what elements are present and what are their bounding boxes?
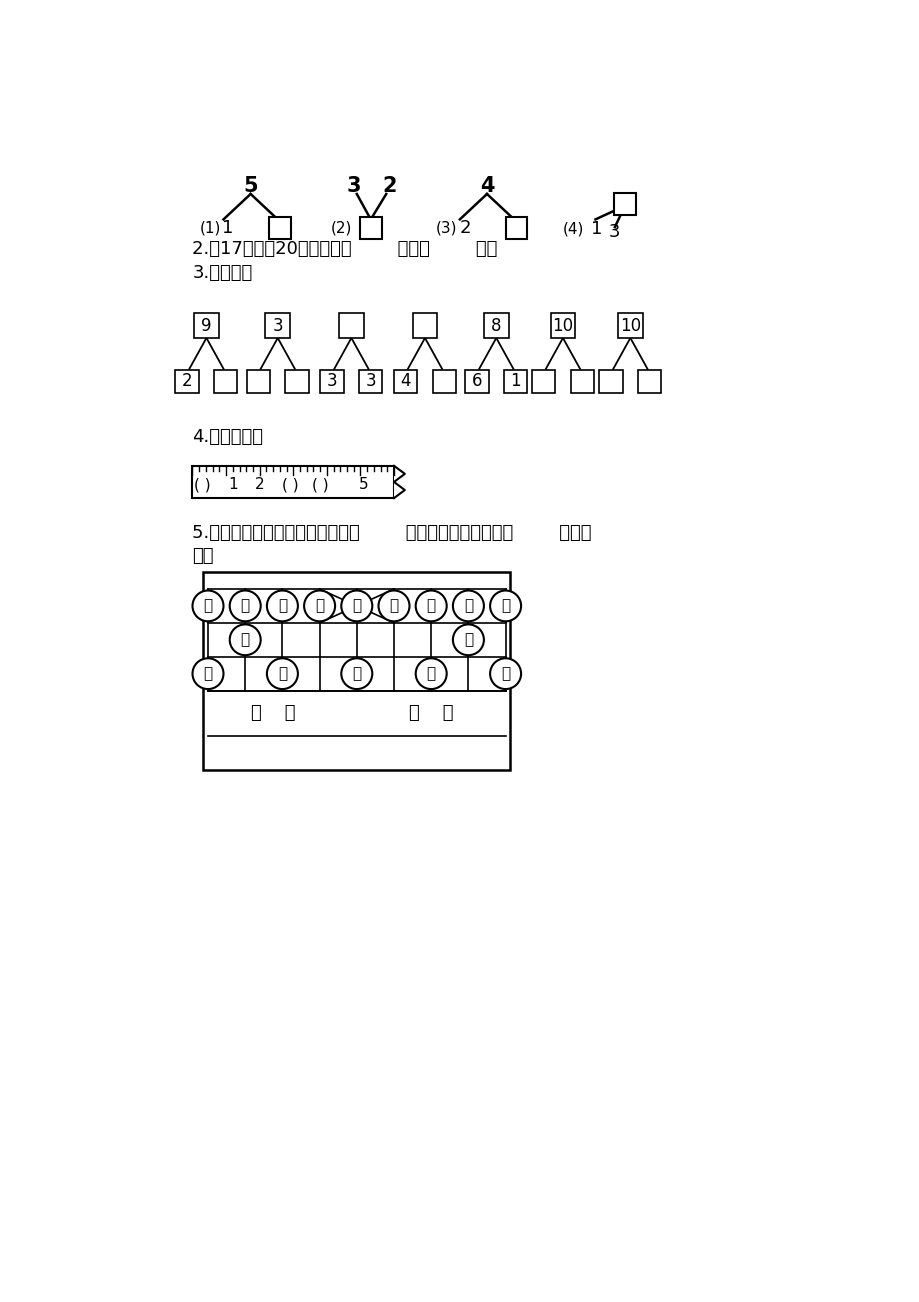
- Text: 3: 3: [608, 224, 620, 241]
- Text: 6: 6: [471, 372, 482, 391]
- Circle shape: [230, 591, 260, 621]
- Text: 兵: 兵: [426, 667, 436, 681]
- Text: 10: 10: [551, 316, 573, 335]
- Bar: [550, 314, 574, 339]
- Text: 8: 8: [491, 316, 501, 335]
- Text: 2.比17大、比20小的数是（        ）和（        ）。: 2.比17大、比20小的数是（ ）和（ ）。: [192, 241, 497, 258]
- Text: 3: 3: [326, 372, 337, 391]
- Bar: [269, 217, 290, 238]
- Text: 1: 1: [228, 477, 237, 492]
- Text: (1): (1): [199, 220, 221, 236]
- Text: 2: 2: [460, 219, 471, 237]
- Bar: [618, 314, 642, 339]
- Circle shape: [192, 659, 223, 689]
- Bar: [504, 370, 527, 393]
- Bar: [483, 314, 508, 339]
- Text: 2: 2: [255, 477, 264, 492]
- Text: 子。: 子。: [192, 547, 214, 565]
- Circle shape: [230, 625, 260, 655]
- Bar: [194, 314, 219, 339]
- Text: 9: 9: [201, 316, 211, 335]
- Text: 4.看图填数。: 4.看图填数。: [192, 427, 263, 445]
- Bar: [176, 370, 199, 393]
- Text: 兵: 兵: [501, 667, 510, 681]
- Bar: [393, 466, 409, 499]
- Bar: [192, 466, 393, 499]
- Circle shape: [452, 591, 483, 621]
- Text: ( ): ( ): [312, 477, 328, 492]
- Text: 炮: 炮: [463, 633, 472, 647]
- Bar: [265, 314, 289, 339]
- Circle shape: [452, 625, 483, 655]
- Bar: [214, 370, 237, 393]
- Circle shape: [415, 591, 447, 621]
- Circle shape: [304, 591, 335, 621]
- Text: 楚    河: 楚 河: [251, 704, 295, 723]
- Text: 士: 士: [389, 599, 398, 613]
- Text: 2: 2: [382, 176, 397, 197]
- Bar: [531, 370, 554, 393]
- Bar: [465, 370, 488, 393]
- Text: 兵: 兵: [203, 667, 212, 681]
- Text: 4: 4: [479, 176, 494, 197]
- Circle shape: [415, 659, 447, 689]
- Circle shape: [341, 659, 372, 689]
- Bar: [598, 370, 622, 393]
- Bar: [638, 370, 661, 393]
- Text: (3): (3): [436, 220, 457, 236]
- Text: ( ): ( ): [281, 477, 298, 492]
- Circle shape: [490, 591, 520, 621]
- Text: 兵: 兵: [278, 667, 287, 681]
- Text: 3: 3: [272, 316, 283, 335]
- Bar: [570, 370, 594, 393]
- Bar: [338, 314, 363, 339]
- Text: 汉    界: 汉 界: [409, 704, 453, 723]
- Text: 馬: 馬: [463, 599, 472, 613]
- Text: 4: 4: [400, 372, 411, 391]
- Text: 3: 3: [346, 176, 360, 197]
- Circle shape: [341, 591, 372, 621]
- Text: 5.下象棋时，每一方最后一行有（        ）个棋子，双方各有（        ）个棋: 5.下象棋时，每一方最后一行有（ ）个棋子，双方各有（ ）个棋: [192, 523, 591, 542]
- Text: 车: 车: [203, 599, 212, 613]
- Text: 车: 车: [501, 599, 510, 613]
- Text: 3: 3: [365, 372, 376, 391]
- Bar: [203, 572, 510, 769]
- Text: 相: 相: [426, 599, 436, 613]
- Text: 相: 相: [278, 599, 287, 613]
- Circle shape: [192, 591, 223, 621]
- Bar: [320, 370, 344, 393]
- Bar: [505, 217, 527, 238]
- Text: 1: 1: [221, 219, 233, 237]
- Bar: [614, 193, 635, 215]
- Text: 5: 5: [358, 477, 369, 492]
- Text: (2): (2): [330, 220, 352, 236]
- Text: ( ): ( ): [194, 477, 210, 492]
- Text: 10: 10: [619, 316, 641, 335]
- Circle shape: [267, 591, 298, 621]
- Bar: [246, 370, 269, 393]
- Bar: [432, 370, 456, 393]
- Text: 炮: 炮: [241, 633, 249, 647]
- Text: 士: 士: [314, 599, 323, 613]
- Text: 3.填一填。: 3.填一填。: [192, 263, 253, 281]
- Text: 1: 1: [591, 220, 602, 238]
- Bar: [393, 370, 417, 393]
- Circle shape: [267, 659, 298, 689]
- Text: 5: 5: [243, 176, 257, 197]
- Bar: [358, 370, 382, 393]
- Text: 1: 1: [510, 372, 520, 391]
- Bar: [412, 314, 437, 339]
- Text: 馬: 馬: [241, 599, 249, 613]
- Bar: [285, 370, 309, 393]
- Bar: [359, 217, 381, 238]
- Text: 兵: 兵: [352, 667, 361, 681]
- Text: 2: 2: [182, 372, 192, 391]
- Circle shape: [378, 591, 409, 621]
- Circle shape: [490, 659, 520, 689]
- Text: 帅: 帅: [352, 599, 361, 613]
- Text: (4): (4): [562, 221, 584, 237]
